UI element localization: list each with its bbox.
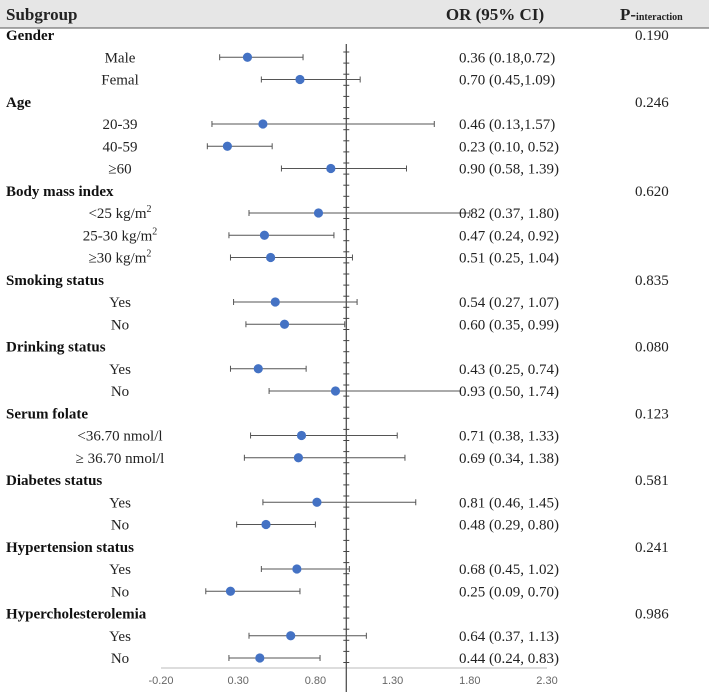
or-point [292, 564, 302, 574]
subgroup-label: No [111, 317, 129, 333]
header-or: OR (95% CI) [446, 5, 544, 24]
or-point [326, 163, 336, 174]
or-point [295, 74, 305, 85]
x-tick-label: 0.80 [305, 675, 326, 687]
or-point [242, 52, 253, 62]
p-interaction-value: 0.080 [635, 340, 669, 356]
or-point [261, 519, 271, 530]
or-point [266, 252, 276, 263]
subgroup-label: Yes [109, 295, 131, 311]
header-subgroup: Subgroup [6, 5, 78, 24]
rows-layer: Gender 0.190 Male 0.36 (0.18,0.72) Femal 0.70… [6, 28, 669, 667]
or-point [259, 230, 270, 240]
group-label: Serum folate [6, 406, 88, 422]
subgroup-label: ≥60 [108, 162, 131, 178]
subgroup-label: 40-59 [103, 139, 138, 155]
p-interaction-value: 0.241 [635, 540, 669, 556]
p-interaction-value: 0.620 [635, 184, 669, 200]
axis-layer: -0.20 0.30 0.80 1.30 1.80 2.30 [148, 44, 558, 692]
x-tick-label: 0.30 [227, 675, 248, 687]
or-point [255, 653, 265, 663]
subgroup-label: Yes [109, 495, 131, 511]
or-ci-text: 0.44 (0.24, 0.83) [459, 651, 559, 667]
or-point [258, 119, 268, 129]
subgroup-label: ≥30 kg/m2 [89, 249, 152, 267]
group-label: Diabetes status [6, 473, 102, 489]
x-tick-label: 2.30 [536, 675, 557, 687]
header-band [0, 0, 709, 28]
or-ci-text: 0.47 (0.24, 0.92) [459, 228, 559, 244]
or-ci-text: 0.48 (0.29, 0.80) [459, 518, 559, 534]
or-ci-text: 0.54 (0.27, 1.07) [459, 295, 559, 311]
or-ci-text: 0.90 (0.58, 1.39) [459, 162, 559, 178]
or-ci-text: 0.81 (0.46, 1.45) [459, 495, 559, 511]
p-interaction-value: 0.246 [635, 95, 669, 111]
or-ci-text: 0.51 (0.25, 1.04) [459, 251, 559, 267]
subgroup-label: No [111, 584, 129, 600]
group-label: Gender [6, 28, 55, 44]
group-label: Age [6, 95, 31, 111]
or-point [312, 497, 322, 507]
subgroup-label: No [111, 384, 129, 400]
subgroup-label: Yes [109, 362, 131, 378]
or-ci-text: 0.71 (0.38, 1.33) [459, 429, 559, 445]
group-label: Drinking status [6, 340, 106, 356]
group-label: Hypercholesterolemia [6, 607, 147, 623]
group-label: Body mass index [6, 184, 114, 200]
x-tick-label: 1.30 [382, 675, 403, 687]
or-point [330, 386, 341, 396]
or-ci-text: 0.46 (0.13,1.57) [459, 117, 555, 133]
header-p-main: P- [620, 5, 636, 24]
or-ci-text: 0.68 (0.45, 1.02) [459, 562, 559, 578]
group-label: Hypertension status [6, 540, 134, 556]
subgroup-label: ≥ 36.70 nmol/l [76, 451, 165, 467]
or-ci-text: 0.69 (0.34, 1.38) [459, 451, 559, 467]
or-point [293, 453, 304, 463]
subgroup-label: Yes [109, 562, 131, 578]
subgroup-label: 20-39 [103, 117, 138, 133]
or-ci-text: 0.43 (0.25, 0.74) [459, 362, 559, 378]
or-point [270, 297, 280, 307]
or-ci-text: 0.70 (0.45,1.09) [459, 73, 555, 89]
subgroup-label: Male [105, 50, 136, 66]
p-interaction-value: 0.835 [635, 273, 669, 289]
or-point [296, 430, 307, 441]
x-tick-label: 1.80 [459, 675, 480, 687]
subgroup-label: No [111, 651, 129, 667]
or-point [279, 319, 290, 329]
x-tick-label: -0.20 [148, 675, 173, 687]
or-point [313, 208, 324, 218]
p-interaction-value: 0.190 [635, 28, 669, 44]
or-point [286, 631, 296, 641]
or-point [253, 364, 263, 374]
or-ci-text: 0.25 (0.09, 0.70) [459, 584, 559, 600]
superscript: 2 [152, 226, 157, 237]
header-p-sub: interaction [636, 12, 683, 23]
or-point [225, 586, 236, 596]
superscript: 2 [147, 204, 152, 215]
p-interaction-value: 0.123 [635, 406, 669, 422]
or-ci-text: 0.36 (0.18,0.72) [459, 50, 555, 66]
subgroup-label: Yes [109, 629, 131, 645]
or-point [222, 141, 232, 151]
or-ci-text: 0.23 (0.10, 0.52) [459, 139, 559, 155]
superscript: 2 [146, 249, 151, 260]
subgroup-label: <25 kg/m2 [88, 204, 151, 222]
subgroup-label: Femal [101, 73, 139, 89]
or-ci-text: 0.60 (0.35, 0.99) [459, 317, 559, 333]
or-ci-text: 0.82 (0.37, 1.80) [459, 206, 559, 222]
group-label: Smoking status [6, 273, 104, 289]
subgroup-label: <36.70 nmol/l [77, 429, 162, 445]
or-ci-text: 0.64 (0.37, 1.13) [459, 629, 559, 645]
header-p: P-interaction [620, 5, 683, 24]
p-interaction-value: 0.986 [635, 607, 669, 623]
or-ci-text: 0.93 (0.50, 1.74) [459, 384, 559, 400]
subgroup-label: 25-30 kg/m2 [83, 226, 158, 244]
p-interaction-value: 0.581 [635, 473, 669, 489]
subgroup-label: No [111, 518, 129, 534]
